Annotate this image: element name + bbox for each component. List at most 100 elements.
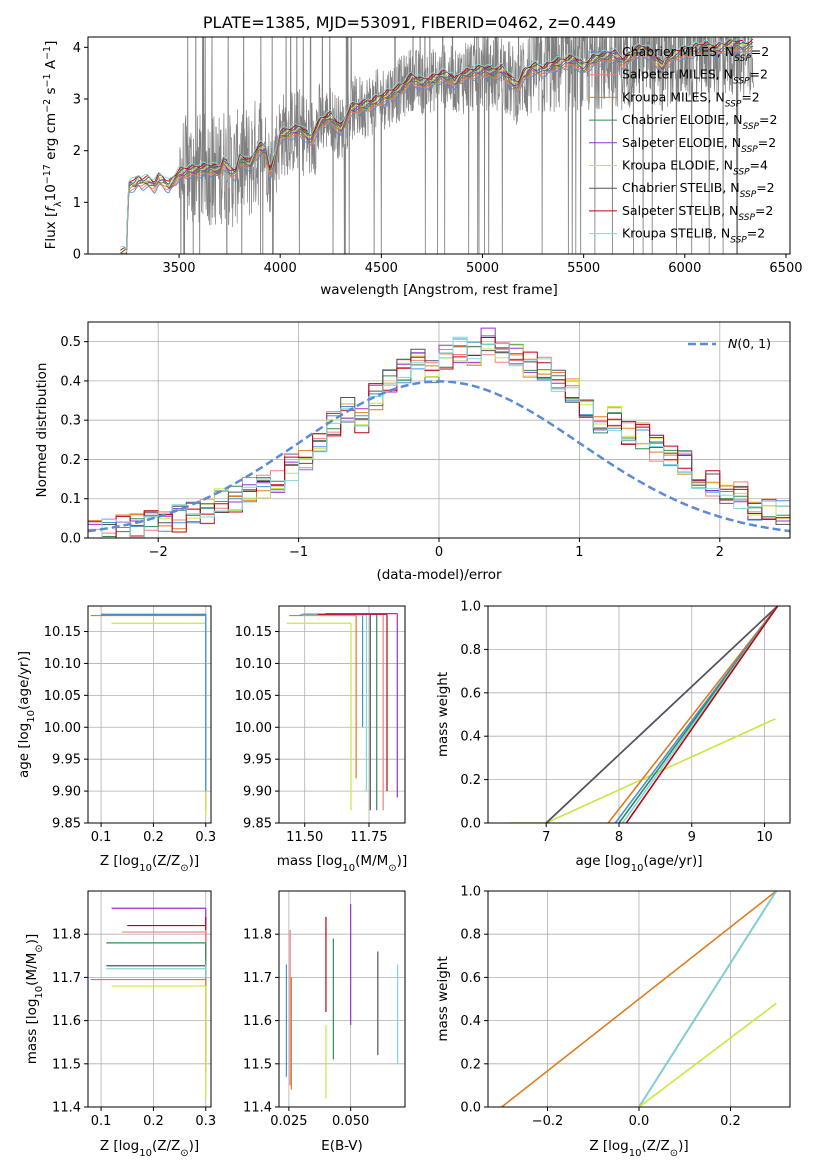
x-axis-label: Z [log10(Z/Z⊙)] — [100, 1138, 199, 1159]
legend-entry: Salpeter STELIB, NSSP=2 — [622, 203, 773, 223]
legend-entry: Kroupa MILES, NSSP=2 — [622, 89, 760, 109]
y-tick-label: 10.10 — [235, 657, 272, 672]
y-tick-label: 3 — [73, 93, 81, 108]
x-tick-label: −2 — [149, 545, 168, 560]
model-line — [126, 47, 754, 254]
y-tick-label: 9.85 — [243, 817, 272, 832]
y-tick-label: 9.95 — [52, 753, 81, 768]
series-line — [509, 718, 776, 823]
x-axis-label: mass [log10(M/M⊙)] — [277, 853, 407, 874]
x-tick-label: 11.75 — [350, 830, 387, 845]
x-tick-label: 5000 — [466, 261, 499, 276]
y-tick-label: 2 — [73, 144, 81, 159]
x-axis-label: Z [log10(Z/Z⊙)] — [589, 1138, 688, 1159]
y-tick-label: 0.8 — [460, 643, 481, 658]
x-tick-label: 3500 — [162, 261, 195, 276]
x-tick-label: 6000 — [668, 261, 701, 276]
y-tick-label: 0.6 — [460, 971, 481, 986]
y-tick-label: 11.6 — [52, 1014, 81, 1029]
y-axis-label: mass weight — [435, 956, 451, 1041]
y-tick-label: 11.7 — [243, 971, 272, 986]
x-tick-label: 5500 — [567, 261, 600, 276]
mass_vs_ebv-axes: 0.025 0.050 11.4 11.5 11.6 11.7 11.8 — [243, 891, 405, 1129]
legend-entry: Kroupa STELIB, NSSP=2 — [622, 226, 765, 246]
y-tick-label: 10.15 — [235, 625, 272, 640]
y-tick-label: 11.4 — [243, 1101, 272, 1116]
age_vs_Z-axes: 0.1 0.2 0.3 9.85 9.90 9.95 10.00 10.05 10.10 10.1… — [44, 606, 216, 845]
y-tick-label: 0.8 — [460, 928, 481, 943]
y-axis-label: Normed distribution — [34, 363, 50, 498]
spectrum-axes: 3500 4000 4500 5000 5500 6000 6500 0 1 2 3 4 — [73, 41, 803, 276]
x-tick-label: 0.3 — [195, 830, 216, 845]
y-tick-label: 10.10 — [44, 657, 81, 672]
weight_vs_age-frame — [487, 605, 791, 824]
series-line — [607, 606, 779, 823]
y-tick-label: 10.00 — [235, 721, 272, 736]
y-tick-label: 1.0 — [460, 885, 481, 900]
age_vs_mass-grid — [279, 606, 405, 824]
y-tick-label: 1 — [73, 196, 81, 211]
y-tick-label: 9.90 — [243, 785, 272, 800]
x-tick-label: 0.1 — [91, 830, 112, 845]
y-tick-label: 0.5 — [60, 335, 81, 350]
y-axis-label: mass weight — [435, 672, 451, 757]
legend-entry: N(0, 1) — [728, 336, 771, 351]
y-tick-label: 0.4 — [60, 374, 81, 389]
y-tick-label: 9.95 — [243, 753, 272, 768]
y-tick-label: 9.90 — [52, 785, 81, 800]
y-tick-label: 0.0 — [460, 817, 481, 832]
y-tick-label: 4 — [73, 41, 81, 56]
y-tick-label: 11.8 — [243, 928, 272, 943]
series-line — [638, 1002, 777, 1107]
y-tick-label: 9.85 — [52, 817, 81, 832]
y-tick-label: 10.00 — [44, 721, 81, 736]
mass_vs_ebv-frame — [278, 890, 406, 1108]
series-line — [501, 891, 777, 1107]
x-tick-label: 9 — [688, 830, 696, 845]
mass_vs_Z-axes: 0.1 0.2 0.3 11.4 11.5 11.6 11.7 11.8 — [52, 891, 216, 1129]
histogram-step — [88, 336, 790, 538]
x-tick-label: −0.2 — [532, 1114, 564, 1129]
x-tick-label: 6500 — [769, 261, 802, 276]
y-tick-label: 11.6 — [243, 1014, 272, 1029]
x-tick-label: 0.1 — [91, 1114, 112, 1129]
data-spectrum — [120, 37, 754, 254]
y-tick-label: 0 — [73, 248, 81, 263]
age_vs_mass-axes: 11.50 11.75 9.85 9.90 9.95 10.00 10.05 10.10 10.… — [235, 606, 405, 845]
x-tick-label: 2 — [716, 545, 724, 560]
y-tick-label: 0.2 — [460, 773, 481, 788]
y-tick-label: 0.6 — [460, 686, 481, 701]
y-tick-label: 0.2 — [60, 453, 81, 468]
x-tick-label: 0.2 — [143, 830, 164, 845]
y-tick-label: 1.0 — [460, 600, 481, 615]
y-tick-label: 11.5 — [243, 1057, 272, 1072]
x-tick-label: 4000 — [264, 261, 297, 276]
x-tick-label: 0.0 — [629, 1114, 650, 1129]
y-tick-label: 11.5 — [52, 1057, 81, 1072]
x-tick-label: −1 — [289, 545, 308, 560]
y-tick-label: 0.4 — [460, 730, 481, 745]
x-axis-label: age [log10(age/yr)] — [575, 853, 702, 874]
age_vs_mass-frame — [278, 605, 406, 824]
y-tick-label: 10.15 — [44, 625, 81, 640]
legend-entry: Salpeter MILES, NSSP=2 — [622, 67, 768, 87]
x-tick-label: 11.50 — [286, 830, 323, 845]
y-tick-label: 0.0 — [60, 532, 81, 547]
x-axis-label: Z [log10(Z/Z⊙)] — [100, 853, 199, 874]
y-tick-label: 0.0 — [460, 1101, 481, 1116]
y-tick-label: 0.3 — [60, 414, 81, 429]
x-axis-label: wavelength [Angstrom, rest frame] — [320, 282, 558, 298]
x-tick-label: 0.050 — [332, 1114, 369, 1129]
normal-curve — [88, 380, 790, 533]
series-line — [625, 606, 779, 823]
model-line — [120, 37, 753, 250]
legend-entry: Salpeter ELODIE, NSSP=2 — [622, 135, 776, 155]
weight_vs_Z-frame — [487, 890, 791, 1108]
age_vs_Z-frame — [87, 605, 212, 824]
spectrum-frame — [87, 36, 791, 255]
x-tick-label: 8 — [615, 830, 623, 845]
x-tick-label: 7 — [542, 830, 550, 845]
weight_vs_age-axes: 7 8 9 10 0.0 0.2 0.4 0.6 0.8 1.0 — [460, 600, 790, 845]
legend-entry: Chabrier MILES, NSSP=2 — [622, 44, 769, 64]
